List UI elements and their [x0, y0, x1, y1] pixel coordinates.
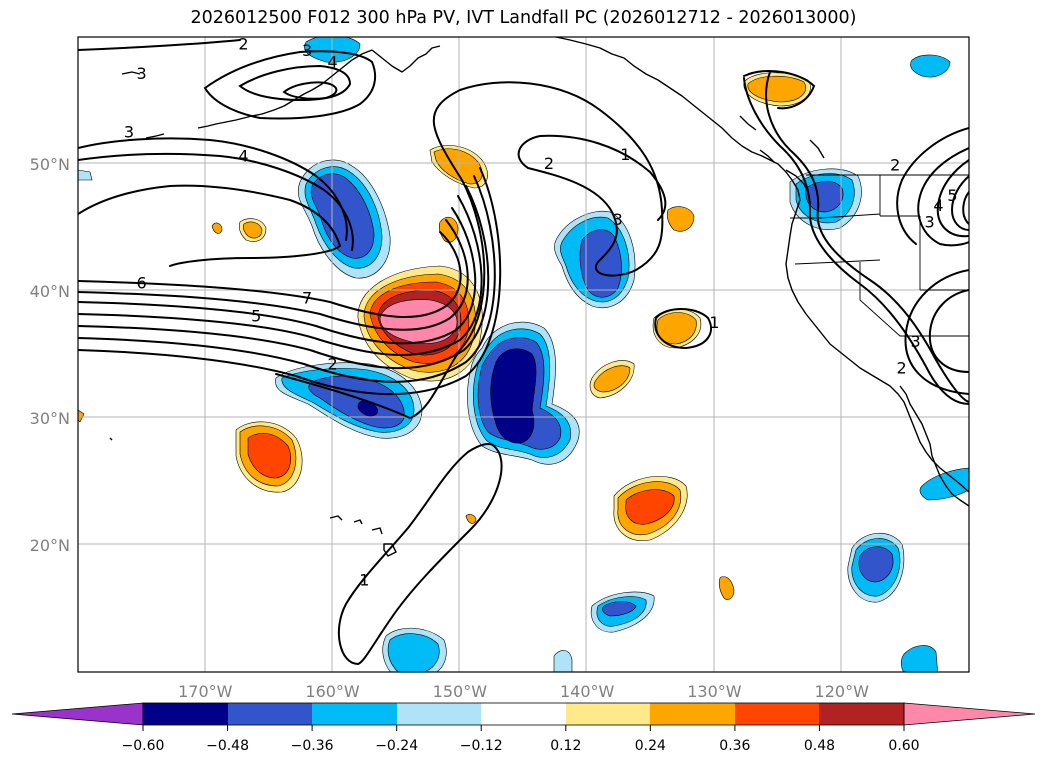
contour-label: 2 [890, 155, 900, 174]
graticule [78, 37, 969, 672]
contour-label: 1 [620, 145, 630, 164]
lon-label: 140°W [560, 682, 615, 701]
colorbar-tick-label: 0.12 [550, 738, 581, 754]
colorbar-segment-5 [481, 703, 566, 725]
colorbar-segment-2 [228, 703, 312, 725]
contour-label: 4 [238, 146, 248, 165]
lon-label: 150°W [433, 682, 488, 701]
contour-label: 3 [613, 210, 623, 229]
contour-6 [78, 219, 469, 331]
contour-7 [78, 231, 462, 319]
colorbar-tick-label: −0.24 [375, 738, 418, 754]
colorbar-tick-label: −0.48 [206, 738, 249, 754]
colorbar-tick-label: 0.60 [888, 738, 919, 754]
contour-label: 7 [302, 289, 312, 308]
colorbar-tick-label: −0.12 [460, 738, 503, 754]
colorbar-extend-low [11, 702, 144, 726]
contour-label: 2 [896, 359, 906, 378]
contour-label: 1 [709, 313, 719, 332]
colorbar-segment-7 [650, 703, 735, 725]
pv-negative-small-57n-113w [910, 54, 951, 78]
lon-label: 130°W [687, 682, 742, 701]
contour-label: 5 [947, 186, 957, 205]
colorbar-segment-6 [566, 703, 650, 725]
contour-label: 2 [327, 355, 337, 374]
contour-label: 3 [924, 213, 934, 232]
contour-label: 2 [238, 35, 248, 54]
colorbar-extend-high [903, 702, 1036, 726]
colorbar-ticks: −0.60 −0.48 −0.36 −0.24 −0.12 0.12 0.24 0.36 0.4… [122, 725, 920, 754]
lat-label: 20°N [30, 536, 70, 555]
contour-1-south [337, 443, 503, 666]
contour-5 [78, 207, 477, 345]
colorbar-segment-3 [312, 703, 397, 725]
contour-lines [78, 39, 969, 666]
lat-label: 40°N [30, 282, 70, 301]
contour-label: 5 [251, 306, 261, 325]
contour-label: 3 [302, 41, 312, 60]
colorbar-segment-1 [143, 703, 228, 725]
lat-label: 50°N [30, 155, 70, 174]
coastlines [109, 37, 969, 557]
colorbar-tick-label: −0.36 [291, 738, 334, 754]
contour-label: 3 [124, 122, 134, 141]
colorbar-segment-4 [397, 703, 481, 725]
latitude-labels: 50°N 40°N 30°N 20°N [30, 155, 70, 555]
colorbar-tick-label: 0.48 [804, 738, 835, 754]
colorbar: −0.60 −0.48 −0.36 −0.24 −0.12 0.12 0.24 0.36 0.4… [11, 702, 1036, 754]
colorbar-tick-label: 0.36 [719, 738, 750, 754]
figure-title: 2026012500 F012 300 hPa PV, IVT Landfall… [190, 8, 857, 28]
colorbar-tick-label: −0.60 [122, 738, 165, 754]
lon-label: 120°W [815, 682, 870, 701]
lon-label: 160°W [305, 682, 360, 701]
contour-label: 1 [359, 571, 369, 590]
pv-negative-small-12n-142w [553, 650, 573, 672]
contour-label: 2 [544, 154, 554, 173]
pv-negative-small-12n-113w [900, 645, 938, 672]
lat-label: 30°N [30, 409, 70, 428]
colorbar-segment-9 [819, 703, 904, 725]
longitude-labels: 170°W 160°W 150°W 140°W 130°W 120°W [178, 682, 869, 701]
map-frame [77, 36, 970, 673]
contour-label: 4 [327, 52, 337, 71]
contour-label: 6 [137, 273, 147, 292]
contour-label: 3 [137, 64, 147, 83]
colorbar-tick-label: 0.24 [635, 738, 666, 754]
contour-label: 4 [933, 196, 943, 215]
contour-label: 3 [910, 332, 920, 351]
lon-label: 170°W [178, 682, 233, 701]
colorbar-segment-8 [735, 703, 819, 725]
